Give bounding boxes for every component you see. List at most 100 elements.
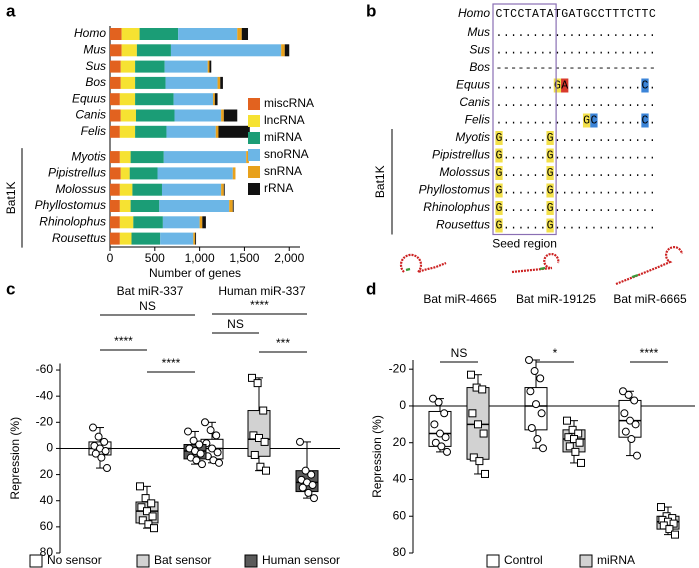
category-label: Canis [75, 108, 106, 122]
data-point [665, 525, 674, 534]
bar-segment [237, 28, 242, 40]
hairpin [539, 266, 546, 271]
data-point [250, 450, 259, 459]
legend-swatch [248, 149, 260, 161]
base: . [569, 132, 576, 145]
base: . [627, 27, 634, 40]
base: . [517, 167, 524, 180]
base: . [627, 167, 634, 180]
base: . [612, 150, 619, 163]
significance-label: NS [139, 299, 156, 313]
bar-segment [162, 216, 200, 229]
base-highlight [641, 113, 649, 128]
bar-segment [110, 200, 120, 212]
base: . [627, 132, 634, 145]
data-point [429, 394, 437, 403]
y-tick-label: 0 [46, 441, 53, 455]
base: . [627, 150, 634, 163]
category-label: Molossus [55, 182, 106, 196]
species-label: Molossus [439, 165, 490, 179]
base: . [590, 97, 597, 110]
base: . [583, 185, 590, 198]
base: - [525, 62, 532, 75]
base: T [525, 8, 532, 21]
bar-segment [131, 232, 161, 245]
base: . [649, 185, 656, 198]
y-axis-label: Repression (%) [370, 415, 384, 498]
base: T [576, 8, 583, 21]
base: . [576, 80, 583, 93]
bar-segment [110, 151, 120, 164]
base: . [634, 45, 641, 58]
base: G [496, 220, 503, 233]
species-label: Myotis [455, 130, 490, 144]
base: . [634, 80, 641, 93]
base: - [496, 62, 503, 75]
base: . [649, 220, 656, 233]
base: G [547, 167, 554, 180]
base: . [612, 97, 619, 110]
base: . [612, 45, 619, 58]
base: G [547, 132, 554, 145]
base: . [532, 202, 539, 215]
base: . [525, 150, 532, 163]
base: . [510, 220, 517, 233]
base: . [627, 80, 634, 93]
bar-segment [135, 76, 166, 89]
bar-segment [170, 44, 282, 57]
base: . [532, 150, 539, 163]
base-highlight [495, 218, 503, 233]
bar-segment [135, 93, 174, 106]
base: G [496, 185, 503, 198]
base: . [649, 202, 656, 215]
hairpin-structures [399, 246, 684, 286]
legend-label: miRNA [264, 130, 302, 144]
y-tick-label: -20 [36, 414, 54, 428]
bar-segment [110, 125, 120, 138]
base: . [503, 97, 510, 110]
base: . [554, 167, 561, 180]
base: . [539, 220, 546, 233]
base: . [620, 27, 627, 40]
base: . [510, 115, 517, 128]
y-tick-label: 80 [40, 545, 54, 559]
bar-segment [110, 60, 121, 73]
base: . [569, 97, 576, 110]
legend-label: No sensor [47, 553, 102, 567]
base: C [627, 8, 634, 21]
base: . [569, 80, 576, 93]
base: . [605, 150, 612, 163]
base-highlight [546, 183, 554, 198]
bar-segment [110, 28, 122, 40]
base: . [517, 97, 524, 110]
base: . [649, 132, 656, 145]
base: . [612, 202, 619, 215]
bar-segment [120, 76, 136, 89]
data-point [669, 519, 678, 528]
category-label: Sus [85, 59, 106, 73]
data-point [212, 431, 221, 440]
base: . [612, 132, 619, 145]
data-point [577, 458, 585, 467]
base: . [539, 202, 546, 215]
base: . [496, 97, 503, 110]
data-point [260, 437, 269, 446]
base: . [634, 185, 641, 198]
base: G [496, 167, 503, 180]
data-point [527, 424, 536, 433]
base: T [605, 8, 612, 21]
data-point [259, 406, 268, 415]
base: . [539, 185, 546, 198]
base: G [496, 202, 503, 215]
data-point [301, 466, 310, 475]
group-label: Bat1K [373, 165, 387, 198]
bar-segment [160, 232, 194, 245]
data-point [537, 409, 546, 418]
data-point [671, 530, 679, 539]
base: - [598, 62, 605, 75]
base: G [547, 220, 554, 233]
legend-swatch [248, 166, 260, 178]
category-title: Bat miR-337 [117, 284, 184, 298]
significance-label: **** [250, 298, 269, 312]
bar-segment [119, 200, 131, 212]
